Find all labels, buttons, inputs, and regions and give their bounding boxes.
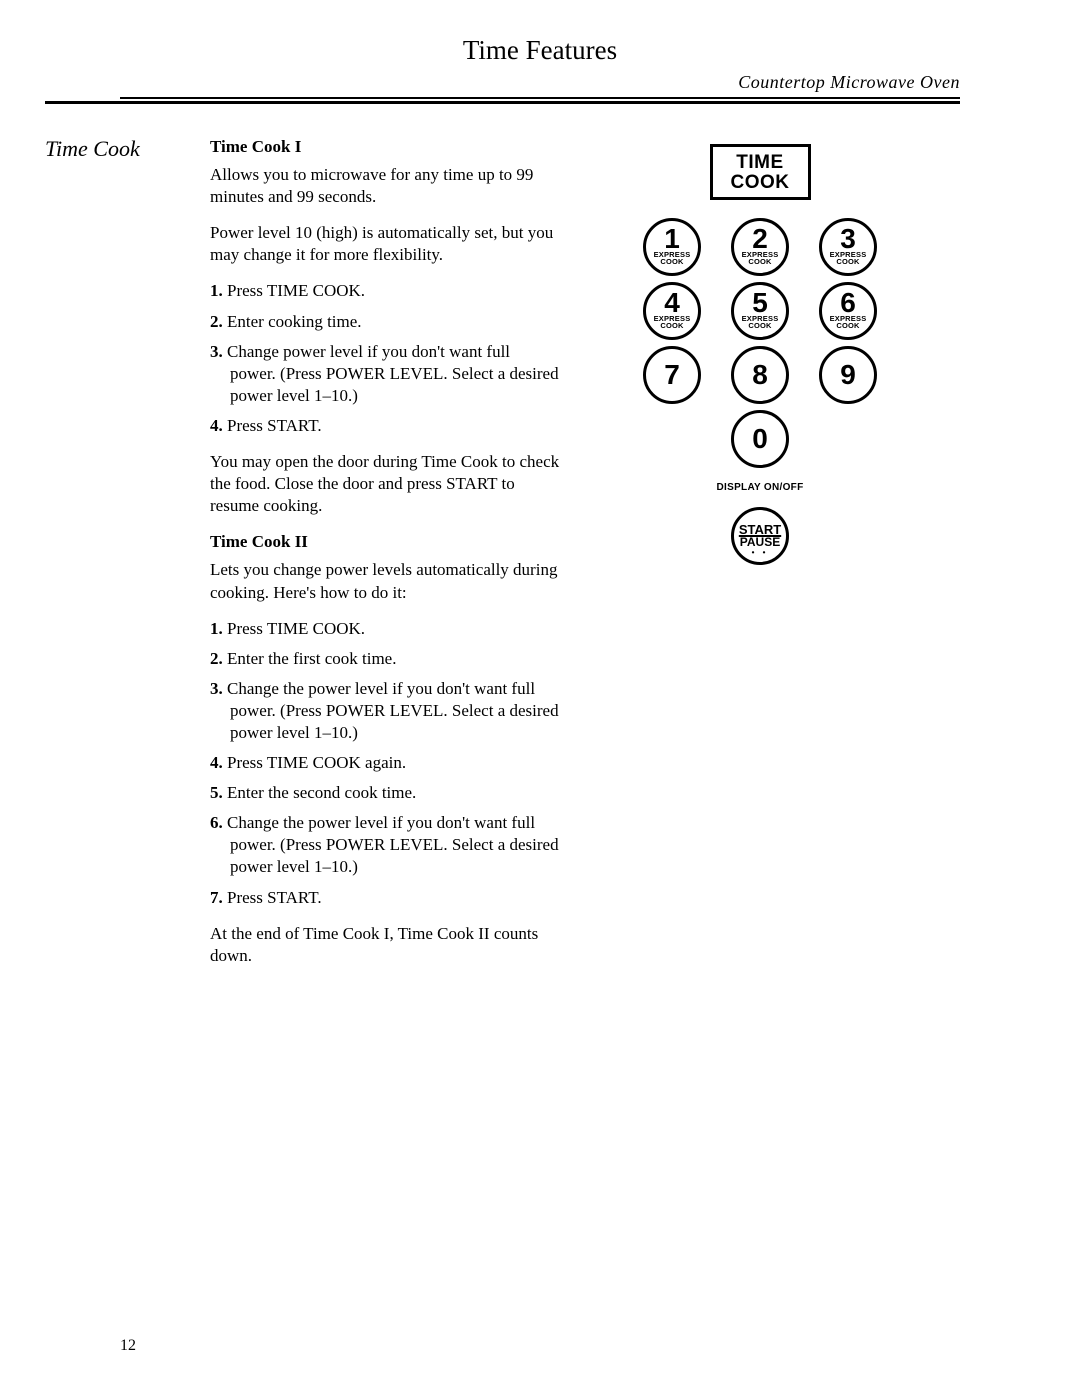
- time-cook-button: TIME COOK: [710, 144, 811, 200]
- step-text: Press START.: [227, 888, 322, 907]
- step-text: Enter cooking time.: [227, 312, 362, 331]
- digit-label: 9: [840, 361, 856, 389]
- keypad-7-button: 7: [643, 346, 701, 404]
- section-side-label: Time Cook: [45, 136, 210, 162]
- keypad-3-button: 3 EXPRESSCOOK: [819, 218, 877, 276]
- digit-label: 6: [840, 292, 856, 313]
- list-item: 4. Press TIME COOK again.: [210, 752, 560, 774]
- horizontal-rule: [45, 101, 960, 104]
- step-text: Enter the second cook time.: [227, 783, 416, 802]
- start-pause-button: START PAUSE • •: [731, 507, 789, 565]
- keypad-1-button: 1 EXPRESSCOOK: [643, 218, 701, 276]
- express-cook-label: EXPRESSCOOK: [654, 251, 691, 265]
- keypad-5-button: 5 EXPRESSCOOK: [731, 282, 789, 340]
- step-text: Change the power level if you don't want…: [227, 679, 559, 742]
- list-item: 7. Press START.: [210, 887, 560, 909]
- dots-decoration: • •: [752, 548, 769, 557]
- keypad-9-button: 9: [819, 346, 877, 404]
- list-item: 3. Change the power level if you don't w…: [210, 678, 560, 744]
- section2-steps: 1. Press TIME COOK. 2. Enter the first c…: [210, 618, 560, 909]
- section2-para2: At the end of Time Cook I, Time Cook II …: [210, 923, 560, 967]
- digit-label: 7: [664, 361, 680, 389]
- list-item: 5. Enter the second cook time.: [210, 782, 560, 804]
- list-item: 1. Press TIME COOK.: [210, 280, 560, 302]
- page-header: Time Features: [120, 35, 960, 66]
- list-item: 2. Enter the first cook time.: [210, 648, 560, 670]
- list-item: 6. Change the power level if you don't w…: [210, 812, 560, 878]
- content-row: Time Cook Time Cook I Allows you to micr…: [45, 136, 960, 981]
- section1-para3: You may open the door during Time Cook t…: [210, 451, 560, 517]
- express-cook-label: EXPRESSCOOK: [742, 315, 779, 329]
- step-text: Press TIME COOK.: [227, 619, 365, 638]
- digit-label: 1: [664, 228, 680, 249]
- section2-para1: Lets you change power levels automatical…: [210, 559, 560, 603]
- keypad-4-button: 4 EXPRESSCOOK: [643, 282, 701, 340]
- number-grid: 1 EXPRESSCOOK 2 EXPRESSCOOK 3 EXPRESSCOO…: [643, 218, 877, 468]
- section2-heading: Time Cook II: [210, 531, 560, 553]
- section1-steps: 1. Press TIME COOK. 2. Enter cooking tim…: [210, 280, 560, 437]
- time-cook-line1: TIME: [731, 153, 790, 173]
- page-title: Time Features: [120, 35, 960, 66]
- section1-para1: Allows you to microwave for any time up …: [210, 164, 560, 208]
- keypad-0-button: 0: [731, 410, 789, 468]
- express-cook-label: EXPRESSCOOK: [830, 251, 867, 265]
- section1-para2: Power level 10 (high) is automatically s…: [210, 222, 560, 266]
- list-item: 1. Press TIME COOK.: [210, 618, 560, 640]
- keypad-6-button: 6 EXPRESSCOOK: [819, 282, 877, 340]
- step-text: Press TIME COOK.: [227, 281, 365, 300]
- express-cook-label: EXPRESSCOOK: [830, 315, 867, 329]
- keypad-diagram: TIME COOK 1 EXPRESSCOOK 2 EXPRESSCOOK 3 …: [560, 136, 960, 565]
- digit-label: 3: [840, 228, 856, 249]
- list-item: 2. Enter cooking time.: [210, 311, 560, 333]
- instruction-column: Time Cook I Allows you to microwave for …: [210, 136, 560, 981]
- keypad-2-button: 2 EXPRESSCOOK: [731, 218, 789, 276]
- express-cook-label: EXPRESSCOOK: [654, 315, 691, 329]
- section1-heading: Time Cook I: [210, 136, 560, 158]
- step-text: Press TIME COOK again.: [227, 753, 406, 772]
- digit-label: 0: [752, 425, 768, 453]
- pause-label: PAUSE: [740, 536, 780, 548]
- list-item: 3. Change power level if you don't want …: [210, 341, 560, 407]
- display-onoff-label: DISPLAY ON/OFF: [717, 482, 804, 493]
- digit-label: 5: [752, 292, 768, 313]
- blank-cell: [819, 410, 877, 468]
- step-text: Press START.: [227, 416, 322, 435]
- step-text: Change power level if you don't want ful…: [227, 342, 559, 405]
- subtitle-row: Countertop Microwave Oven: [120, 72, 960, 99]
- digit-label: 4: [664, 292, 680, 313]
- time-cook-line2: COOK: [731, 173, 790, 193]
- digit-label: 8: [752, 361, 768, 389]
- express-cook-label: EXPRESSCOOK: [742, 251, 779, 265]
- keypad-8-button: 8: [731, 346, 789, 404]
- step-text: Enter the first cook time.: [227, 649, 396, 668]
- product-subtitle: Countertop Microwave Oven: [120, 72, 960, 93]
- list-item: 4. Press START.: [210, 415, 560, 437]
- digit-label: 2: [752, 228, 768, 249]
- page-number: 12: [120, 1337, 136, 1355]
- blank-cell: [643, 410, 701, 468]
- step-text: Change the power level if you don't want…: [227, 813, 559, 876]
